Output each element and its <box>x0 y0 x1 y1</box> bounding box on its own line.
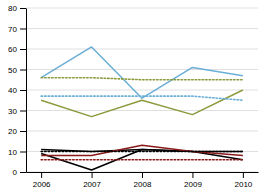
x-tick-label: 2006 <box>33 180 51 189</box>
y-axis: 0 10 20 30 40 50 60 70 80 <box>8 4 26 177</box>
series-line <box>41 151 243 153</box>
y-tick: 50 <box>8 66 26 75</box>
y-tick-mark <box>20 152 26 153</box>
y-tick: 70 <box>8 25 26 34</box>
y-tick-label: 10 <box>8 148 17 157</box>
y-tick: 80 <box>8 4 26 13</box>
x-tick: 2006 <box>33 172 51 189</box>
y-tick: 60 <box>8 45 26 54</box>
x-tick-mark <box>92 172 93 178</box>
series-line <box>41 145 243 155</box>
grid-line <box>26 151 258 152</box>
series-line <box>41 90 243 117</box>
series-line <box>41 96 243 100</box>
x-tick-label: 2007 <box>83 180 101 189</box>
grid-line <box>26 110 258 111</box>
x-tick-label: 2010 <box>234 180 252 189</box>
y-tick: 40 <box>8 86 26 95</box>
chart: 2006 2007 2008 2009 2010 0 10 20 30 40 50 60 70 80 <box>0 0 268 192</box>
y-tick-label: 50 <box>8 66 17 75</box>
series-line <box>41 78 243 80</box>
x-tick: 2009 <box>184 172 202 189</box>
x-tick-label: 2008 <box>134 180 152 189</box>
y-tick-mark <box>20 172 26 173</box>
grid-line <box>26 90 258 91</box>
x-tick-label: 2009 <box>184 180 202 189</box>
y-tick-label: 70 <box>8 25 17 34</box>
series-line <box>41 159 243 161</box>
x-tick-mark <box>243 172 244 178</box>
x-axis: 2006 2007 2008 2009 2010 <box>27 172 259 189</box>
grid-line <box>26 8 258 9</box>
y-tick: 20 <box>8 127 26 136</box>
y-tick: 0 <box>13 168 26 177</box>
grid-line <box>26 49 258 50</box>
y-axis-line <box>26 9 27 173</box>
y-tick-label: 40 <box>8 86 17 95</box>
y-tick-mark <box>20 8 26 9</box>
x-tick: 2008 <box>134 172 152 189</box>
y-tick-label: 60 <box>8 45 17 54</box>
y-tick-label: 0 <box>13 168 18 177</box>
x-tick-mark <box>142 172 143 178</box>
x-tick-mark <box>41 172 42 178</box>
y-tick-mark <box>20 111 26 112</box>
y-tick-label: 80 <box>8 4 17 13</box>
y-tick: 10 <box>8 148 26 157</box>
y-tick-mark <box>20 29 26 30</box>
series-line <box>41 47 243 98</box>
y-tick-label: 20 <box>8 127 17 136</box>
y-tick-label: 30 <box>8 107 17 116</box>
grid-line <box>26 28 258 29</box>
grid-line <box>26 131 258 132</box>
x-tick-mark <box>192 172 193 178</box>
y-tick-mark <box>20 70 26 71</box>
x-tick: 2010 <box>234 172 252 189</box>
plot: 2006 2007 2008 2009 2010 0 10 20 30 40 50 60 70 80 <box>8 4 258 189</box>
lines <box>41 47 243 170</box>
y-tick-mark <box>20 49 26 50</box>
y-tick-mark <box>20 131 26 132</box>
grid <box>26 8 258 172</box>
x-tick: 2007 <box>83 172 101 189</box>
grid-line <box>26 69 258 70</box>
y-tick-mark <box>20 90 26 91</box>
y-tick: 30 <box>8 107 26 116</box>
